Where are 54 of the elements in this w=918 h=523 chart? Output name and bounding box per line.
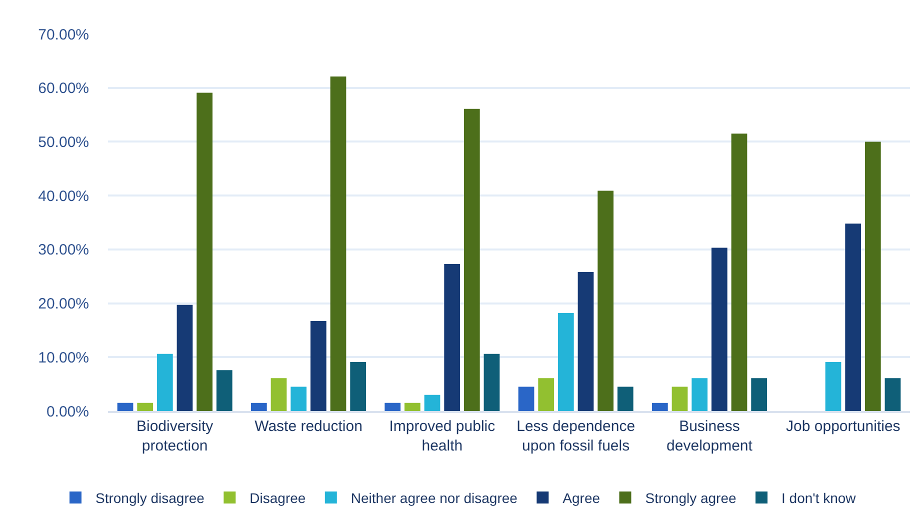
- bar: [270, 378, 287, 411]
- bar: [176, 304, 193, 411]
- bar: [711, 248, 728, 411]
- bar: [310, 321, 326, 411]
- bar: [424, 394, 440, 411]
- bar: [845, 224, 862, 411]
- y-tick-label: 50.00%: [38, 134, 89, 151]
- bar: [731, 134, 748, 411]
- legend-label: Neither agree nor disagree: [350, 490, 518, 506]
- legend-label: Agree: [562, 490, 600, 506]
- bar: [518, 386, 534, 411]
- x-tick-label: Business development: [666, 418, 754, 454]
- legend-label: I don't know: [782, 490, 857, 506]
- bar: [884, 378, 901, 411]
- legend-label: Strongly agree: [645, 490, 737, 506]
- bar: [558, 312, 574, 411]
- y-tick-label: 20.00%: [38, 296, 89, 313]
- x-tick-label: Improved public health: [389, 418, 496, 454]
- bar: [444, 264, 460, 411]
- bar: [137, 402, 154, 411]
- y-tick-label: 30.00%: [38, 242, 89, 259]
- bar: [484, 354, 500, 411]
- bar: [617, 386, 634, 411]
- x-tick-label: Biodiversity protection: [136, 418, 214, 454]
- x-tick-label: Job opportunities: [786, 418, 900, 435]
- y-tick-label: 0.00%: [46, 403, 89, 420]
- x-tick-label: Waste reduction: [254, 418, 362, 435]
- bar: [350, 362, 366, 411]
- bar: [751, 378, 767, 411]
- legend-label: Disagree: [250, 490, 306, 506]
- bar: [672, 386, 688, 411]
- bar: [825, 362, 842, 411]
- bar: [117, 402, 134, 411]
- bar: [384, 402, 401, 411]
- bar: [156, 354, 173, 411]
- bar: [692, 378, 708, 411]
- y-tick-label: 60.00%: [38, 80, 89, 98]
- bar: [464, 108, 480, 411]
- bar: [652, 402, 668, 411]
- x-tick-label: Less dependence upon fossil fuels: [516, 418, 636, 454]
- bar: [578, 272, 594, 411]
- legend-label: Strongly disagree: [96, 490, 205, 506]
- y-tick-label: 40.00%: [38, 188, 89, 205]
- bar: [538, 378, 554, 411]
- bar: [864, 142, 881, 411]
- bar: [251, 402, 267, 411]
- y-tick-label: 10.00%: [38, 349, 89, 366]
- y-tick-label: 70.00%: [38, 26, 89, 44]
- bar: [404, 402, 420, 411]
- bar: [216, 370, 232, 411]
- bar: [290, 386, 307, 411]
- bar: [330, 76, 346, 411]
- bar: [196, 92, 213, 411]
- bar: [598, 190, 614, 411]
